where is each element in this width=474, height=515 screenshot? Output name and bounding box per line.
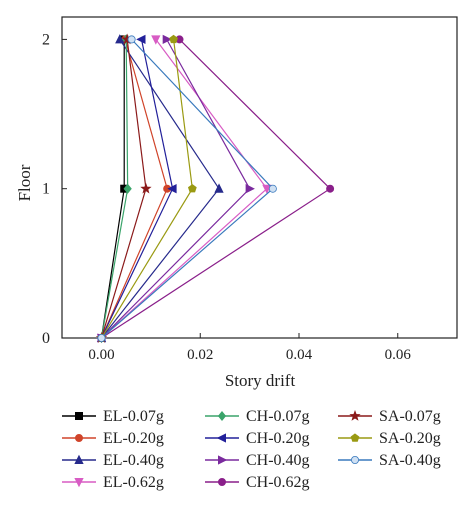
legend-label: CH-0.40g <box>246 452 310 469</box>
series-el-0-40g <box>96 34 224 343</box>
legend-label: SA-0.20g <box>379 430 441 447</box>
data-point <box>326 184 335 193</box>
x-tick-label: 0.00 <box>88 347 114 363</box>
series-ch-0-62g <box>97 35 335 342</box>
legend-item-ch-0-62g: CH-0.62g <box>205 474 310 491</box>
legend-marker <box>349 410 361 421</box>
tick-labels: 0.00 0.02 0.04 0.06 0 1 2 <box>42 31 411 363</box>
legend-marker <box>216 433 227 443</box>
data-point <box>97 333 106 342</box>
x-axis-label: Story drift <box>225 371 296 390</box>
x-tick-label: 0.02 <box>187 347 213 363</box>
data-point <box>268 184 277 193</box>
legend-marker <box>74 454 84 465</box>
data-point <box>151 35 161 45</box>
series-line <box>101 38 332 339</box>
data-point <box>162 34 172 45</box>
legend-marker <box>217 455 228 465</box>
series-line <box>101 39 220 339</box>
data-point <box>115 34 125 44</box>
data-point <box>214 183 224 193</box>
legend-marker <box>217 477 226 486</box>
legend-marker <box>75 411 84 420</box>
x-tick-label: 0.06 <box>385 347 412 363</box>
legend-marker <box>350 455 359 464</box>
series-sa-0-40g <box>97 35 277 342</box>
data-point <box>169 34 178 44</box>
series-layer <box>95 33 335 344</box>
y-tick-label: 0 <box>42 330 50 347</box>
legend-label: CH-0.07g <box>246 408 310 425</box>
legend-marker <box>217 410 227 422</box>
legend-marker <box>350 433 360 442</box>
plot-frame <box>61 16 458 339</box>
data-point <box>140 182 152 194</box>
data-point <box>127 35 136 44</box>
legend-label: CH-0.62g <box>246 474 310 491</box>
data-point <box>123 183 132 194</box>
y-axis-label: Floor <box>15 164 34 201</box>
data-point <box>187 184 197 193</box>
legend-marker <box>75 433 84 442</box>
legend-label: CH-0.20g <box>246 430 310 447</box>
legend-item-ch-0-40g: CH-0.40g <box>205 452 310 469</box>
x-tick-label: 0.04 <box>286 347 313 363</box>
legend-label: SA-0.40g <box>379 452 441 469</box>
legend-item-el-0-40g: EL-0.40g <box>62 452 164 469</box>
y-tick-label: 1 <box>42 181 50 198</box>
legend-item-el-0-20g: EL-0.20g <box>62 430 164 447</box>
data-point <box>245 184 255 194</box>
legend-label: EL-0.62g <box>103 474 164 491</box>
legend-item-el-0-62g: EL-0.62g <box>62 474 164 491</box>
legend-label: EL-0.07g <box>103 408 164 425</box>
data-point <box>136 34 146 45</box>
legend-label: EL-0.40g <box>103 452 164 469</box>
legend-label: SA-0.07g <box>379 408 441 425</box>
legend-item-ch-0-20g: CH-0.20g <box>205 430 310 447</box>
legend-marker <box>74 477 84 488</box>
data-point <box>167 184 177 194</box>
legend-item-sa-0-20g: SA-0.20g <box>338 430 441 447</box>
axes <box>61 16 458 339</box>
y-tick-label: 2 <box>42 31 50 48</box>
legend: EL-0.07g EL-0.20g EL-0.40g EL-0.62g CH-0.07g… <box>62 408 441 491</box>
legend-item-sa-0-07g: SA-0.07g <box>338 408 441 425</box>
legend-item-sa-0-40g: SA-0.40g <box>338 452 441 469</box>
legend-item-el-0-07g: EL-0.07g <box>62 408 164 425</box>
legend-item-ch-0-07g: CH-0.07g <box>205 408 310 425</box>
legend-label: EL-0.20g <box>103 430 164 447</box>
series-el-0-07g <box>97 35 129 342</box>
series-line <box>100 39 168 339</box>
